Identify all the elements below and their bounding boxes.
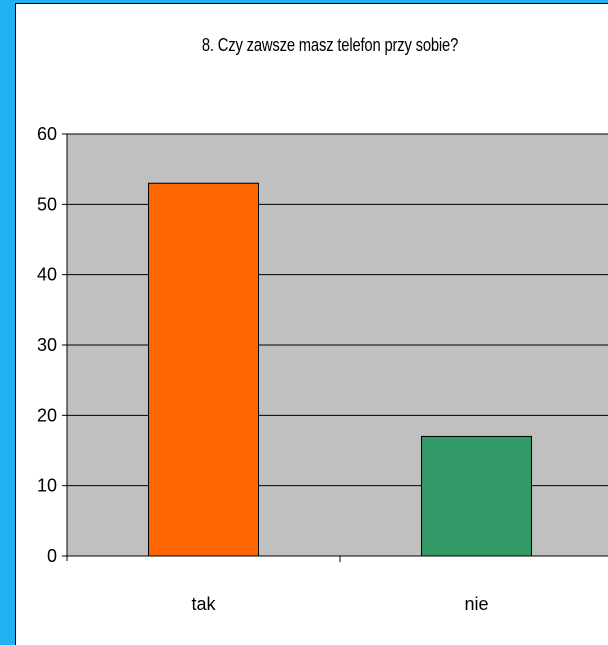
bar-tak: [148, 182, 259, 557]
y-tick-label: 0: [47, 546, 57, 566]
x-tick-label-nie: nie: [464, 594, 488, 614]
chart-title: 8. Czy zawsze masz telefon przy sobie?: [201, 35, 459, 55]
bar-nie: [421, 435, 532, 557]
y-tick-label: 20: [37, 405, 57, 425]
y-tick-label: 30: [37, 335, 57, 355]
y-tick-label: 10: [37, 476, 57, 496]
y-tick-label: 60: [37, 124, 57, 144]
y-tick-label: 50: [37, 194, 57, 214]
x-tick-label-tak: tak: [191, 594, 216, 614]
y-tick-label: 40: [37, 265, 57, 285]
